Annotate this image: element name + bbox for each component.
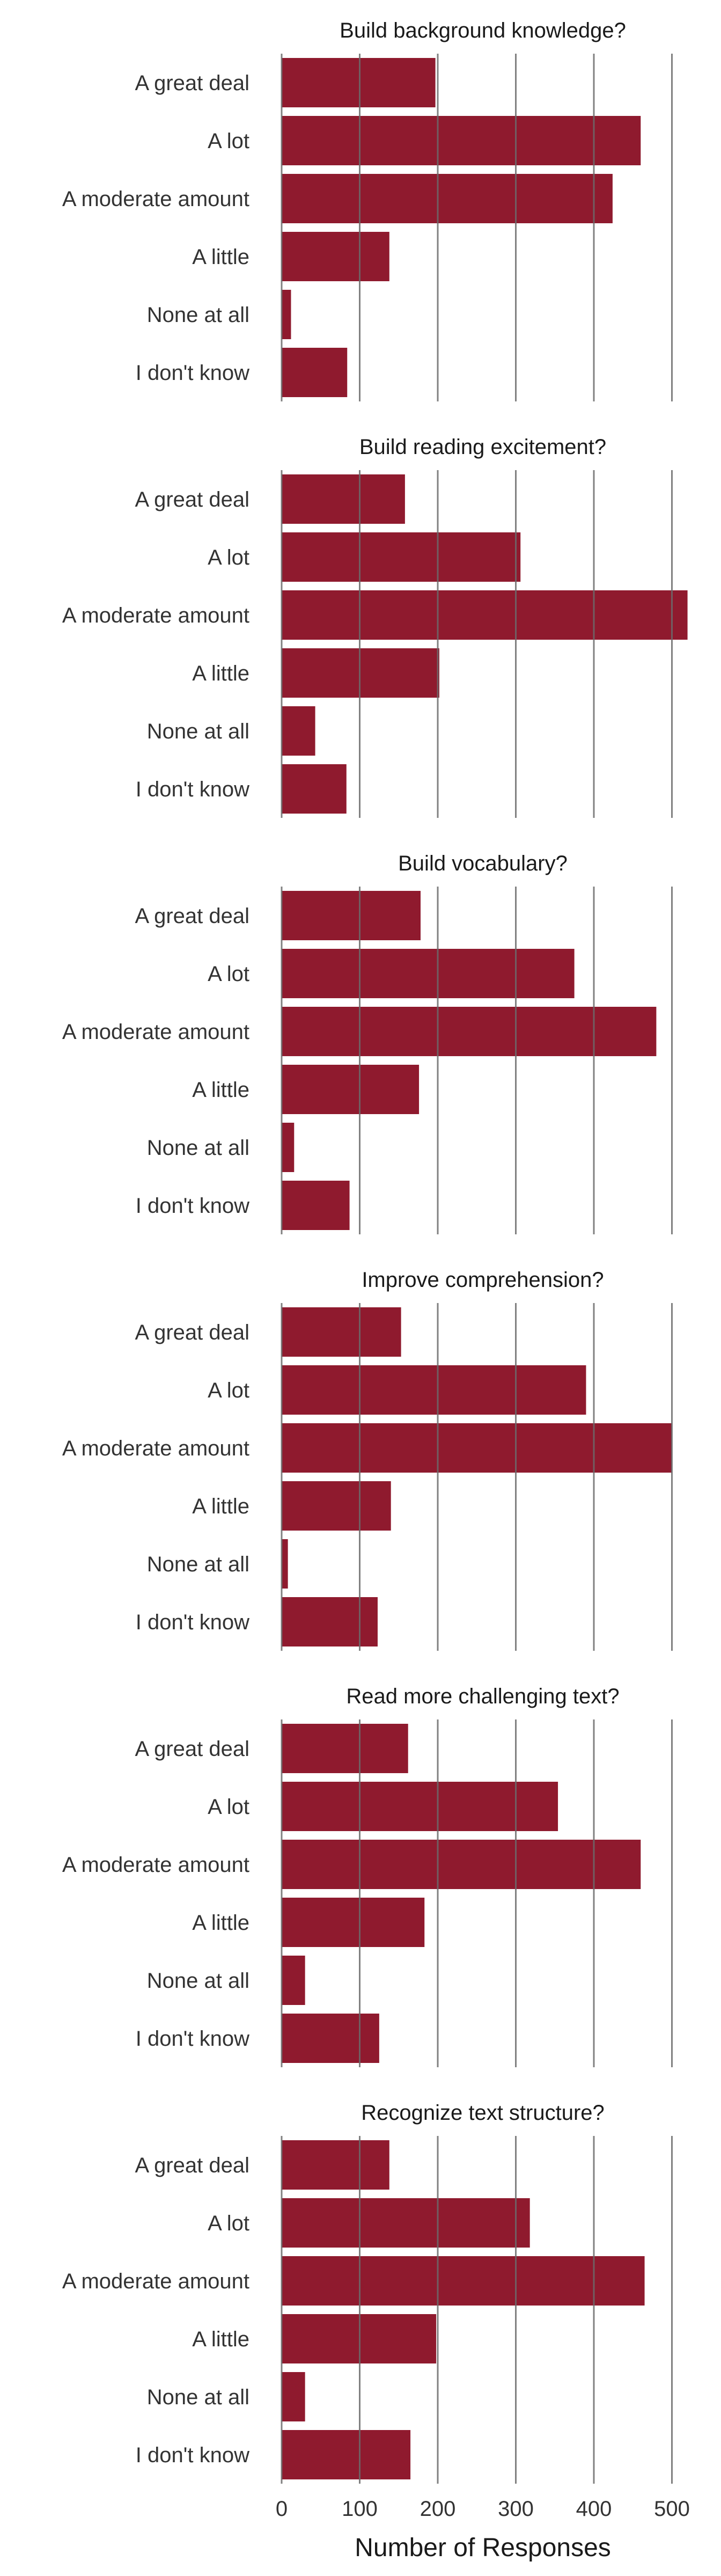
x-tick-label: 400 bbox=[576, 2497, 612, 2521]
x-tick-label: 0 bbox=[276, 2497, 288, 2521]
bar bbox=[282, 2014, 379, 2063]
bar bbox=[282, 1898, 425, 1947]
bar bbox=[282, 891, 421, 940]
category-label: A moderate amount bbox=[62, 1020, 249, 1044]
bar bbox=[282, 348, 348, 397]
bar bbox=[282, 2430, 411, 2479]
bar bbox=[282, 1123, 295, 1172]
x-tick-label: 500 bbox=[654, 2497, 690, 2521]
bar bbox=[282, 232, 389, 281]
category-label: A great deal bbox=[135, 2154, 250, 2177]
x-tick-label: 200 bbox=[420, 2497, 456, 2521]
category-label: A moderate amount bbox=[62, 1853, 249, 1877]
category-label: A little bbox=[192, 2328, 249, 2351]
bar bbox=[282, 2256, 645, 2306]
bar bbox=[282, 1307, 401, 1357]
x-axis: 0 100 200 300 400 500 bbox=[276, 2497, 690, 2521]
category-label: A little bbox=[192, 1911, 249, 1935]
category-label: None at all bbox=[147, 303, 249, 327]
bar bbox=[282, 290, 291, 339]
bar bbox=[282, 590, 688, 640]
category-label: I don't know bbox=[136, 361, 249, 385]
chart-panel: Improve comprehension? A great deal A lot A… bbox=[62, 1268, 673, 1651]
bar bbox=[282, 1481, 391, 1531]
category-label: A moderate amount bbox=[62, 1437, 249, 1460]
category-label: A great deal bbox=[135, 1737, 250, 1761]
chart-panel: Build reading excitement? A great deal A l… bbox=[62, 435, 688, 818]
bar bbox=[282, 2140, 389, 2190]
bar bbox=[282, 1956, 305, 2005]
panel-title: Build reading excitement? bbox=[359, 435, 606, 459]
chart-panel: Read more challenging text? A great deal A… bbox=[62, 1685, 673, 2067]
bar bbox=[282, 1840, 641, 1889]
bar bbox=[282, 1597, 378, 1646]
bar bbox=[282, 1423, 672, 1473]
category-label: I don't know bbox=[136, 2443, 249, 2467]
chart-panel: Build vocabulary? A great deal A lot A mode… bbox=[62, 852, 673, 1234]
bar bbox=[282, 2198, 530, 2248]
category-label: A little bbox=[192, 1495, 249, 1518]
category-label: I don't know bbox=[136, 2027, 249, 2051]
bar bbox=[282, 764, 347, 814]
bar bbox=[282, 1782, 558, 1831]
bar bbox=[282, 1365, 586, 1415]
x-tick-label: 300 bbox=[498, 2497, 534, 2521]
bar bbox=[282, 174, 613, 223]
category-label: I don't know bbox=[136, 1611, 249, 1634]
category-label: A lot bbox=[208, 962, 249, 986]
category-label: A little bbox=[192, 1078, 249, 1102]
bar bbox=[282, 116, 641, 165]
category-label: A moderate amount bbox=[62, 187, 249, 211]
category-label: A little bbox=[192, 245, 249, 269]
bar bbox=[282, 532, 521, 582]
bar bbox=[282, 949, 575, 998]
category-label: A moderate amount bbox=[62, 2270, 249, 2293]
category-label: I don't know bbox=[136, 1194, 249, 1218]
panels-layer: Build background knowledge? A great deal A… bbox=[62, 19, 688, 2484]
category-label: A lot bbox=[208, 1795, 249, 1819]
category-label: None at all bbox=[147, 1969, 249, 1993]
x-axis-title: Number of Responses bbox=[355, 2534, 611, 2562]
panel-title: Build background knowledge? bbox=[340, 19, 626, 42]
bar bbox=[282, 58, 436, 107]
category-label: A lot bbox=[208, 129, 249, 153]
category-label: A great deal bbox=[135, 488, 250, 511]
category-label: None at all bbox=[147, 2385, 249, 2409]
panel-title: Recognize text structure? bbox=[361, 2101, 605, 2125]
category-label: A lot bbox=[208, 546, 249, 569]
bar bbox=[282, 1007, 657, 1056]
bar bbox=[282, 2372, 305, 2421]
category-label: A lot bbox=[208, 1379, 249, 1402]
panel-title: Improve comprehension? bbox=[362, 1268, 604, 1292]
category-label: None at all bbox=[147, 720, 249, 743]
category-label: A little bbox=[192, 662, 249, 685]
category-label: None at all bbox=[147, 1553, 249, 1576]
category-label: A moderate amount bbox=[62, 604, 249, 627]
bar bbox=[282, 1065, 420, 1114]
bar bbox=[282, 1724, 408, 1773]
bar bbox=[282, 1539, 288, 1589]
bar bbox=[282, 1181, 350, 1230]
category-label: I don't know bbox=[136, 778, 249, 801]
bar bbox=[282, 706, 315, 756]
category-label: None at all bbox=[147, 1136, 249, 1160]
bar bbox=[282, 474, 405, 524]
category-label: A great deal bbox=[135, 71, 250, 95]
panel-title: Build vocabulary? bbox=[398, 852, 568, 875]
category-label: A great deal bbox=[135, 904, 250, 928]
chart-panel: Build background knowledge? A great deal A… bbox=[62, 19, 673, 401]
chart-panel: Recognize text structure? A great deal A l… bbox=[62, 2101, 673, 2484]
category-label: A great deal bbox=[135, 1321, 250, 1344]
panel-title: Read more challenging text? bbox=[346, 1685, 619, 1708]
x-tick-label: 100 bbox=[342, 2497, 378, 2521]
category-label: A lot bbox=[208, 2212, 249, 2235]
